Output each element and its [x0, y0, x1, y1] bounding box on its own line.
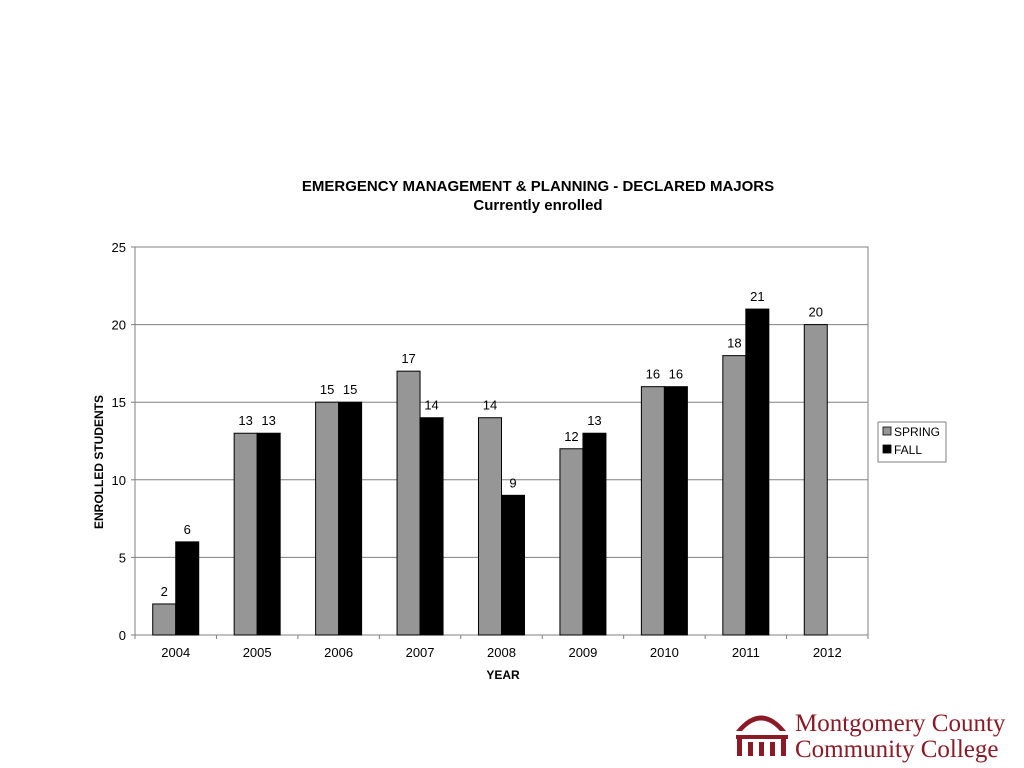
data-label-fall-2007: 14: [424, 398, 438, 413]
x-tick-label: 2009: [568, 645, 597, 660]
data-label-fall-2011: 21: [750, 289, 764, 304]
chart-title: EMERGENCY MANAGEMENT & PLANNING - DECLAR…: [302, 178, 774, 195]
bar-fall-2006: [338, 401, 363, 636]
y-tick-label: 10: [112, 473, 126, 488]
x-tick-label: 2007: [406, 645, 435, 660]
x-tick-label: 2006: [324, 645, 353, 660]
y-tick-label: 0: [119, 628, 126, 643]
y-tick-label: 15: [112, 395, 126, 410]
logo-line-2: Community College: [795, 736, 998, 763]
data-label-spring-2009: 12: [564, 429, 578, 444]
data-label-spring-2006: 15: [320, 382, 334, 397]
x-axis-label: YEAR: [486, 668, 520, 682]
y-tick-label: 25: [112, 240, 126, 255]
bar-fall-2005: [256, 432, 281, 636]
bar-spring-2009: [559, 448, 584, 636]
college-logo: Montgomery County Community College: [736, 710, 1006, 763]
data-label-spring-2008: 14: [483, 398, 497, 413]
bar-spring-2012: [803, 324, 828, 636]
legend-label-spring: SPRING: [894, 425, 940, 439]
data-label-fall-2008: 9: [509, 475, 516, 490]
bar-spring-2007: [396, 370, 421, 636]
y-tick-label: 5: [119, 550, 126, 565]
legend-swatch-spring: [882, 426, 892, 436]
x-tick-label: 2012: [813, 645, 842, 660]
bar-fall-2008: [501, 494, 525, 636]
data-label-spring-2007: 17: [401, 351, 415, 366]
data-label-spring-2012: 20: [809, 305, 823, 320]
bar-fall-2010: [663, 386, 688, 636]
data-label-spring-2004: 2: [161, 584, 168, 599]
logo-line-1: Montgomery County: [795, 710, 1006, 737]
bar-fall-2004: [175, 541, 200, 636]
bar-spring-2008: [478, 417, 502, 636]
chart-subtitle: Currently enrolled: [473, 197, 602, 214]
data-label-fall-2005: 13: [261, 413, 275, 428]
y-axis-ticks: 0 5 10 15 20 25: [112, 240, 135, 643]
bar-spring-2011: [722, 355, 747, 636]
x-tick-label: 2004: [161, 645, 190, 660]
legend-label-fall: FALL: [894, 443, 922, 457]
legend-swatch-fall: [882, 444, 892, 454]
bar-fall-2007: [419, 417, 444, 636]
bar-spring-2005: [233, 432, 258, 636]
data-label-fall-2004: 6: [184, 522, 191, 537]
data-label-fall-2006: 15: [343, 382, 357, 397]
bars: [152, 308, 828, 636]
building-icon: [736, 715, 788, 756]
bar-spring-2010: [640, 386, 665, 636]
x-tick-label: 2010: [650, 645, 679, 660]
x-axis-ticks: 2004 2005 2006 2007 2008 2009 2010 2011 2012: [134, 635, 869, 660]
x-tick-label: 2011: [732, 645, 760, 660]
bar-fall-2011: [745, 308, 770, 636]
data-label-spring-2011: 18: [727, 336, 741, 351]
bar-fall-2009: [582, 432, 607, 636]
bar-spring-2006: [315, 401, 340, 636]
legend: SPRING FALL: [877, 421, 947, 463]
y-axis-label: ENROLLED STUDENTS: [92, 395, 106, 529]
y-tick-label: 20: [112, 318, 126, 333]
data-label-spring-2005: 13: [238, 413, 252, 428]
data-label-fall-2009: 13: [587, 413, 601, 428]
bar-spring-2004: [152, 603, 177, 636]
x-tick-label: 2005: [243, 645, 272, 660]
data-label-spring-2010: 16: [646, 367, 660, 382]
data-labels: 2 6 13 13 15 15 17 14 14 9 12 13 16 16 18 21 20: [161, 289, 823, 599]
data-label-fall-2010: 16: [669, 367, 683, 382]
x-tick-label: 2008: [487, 645, 516, 660]
